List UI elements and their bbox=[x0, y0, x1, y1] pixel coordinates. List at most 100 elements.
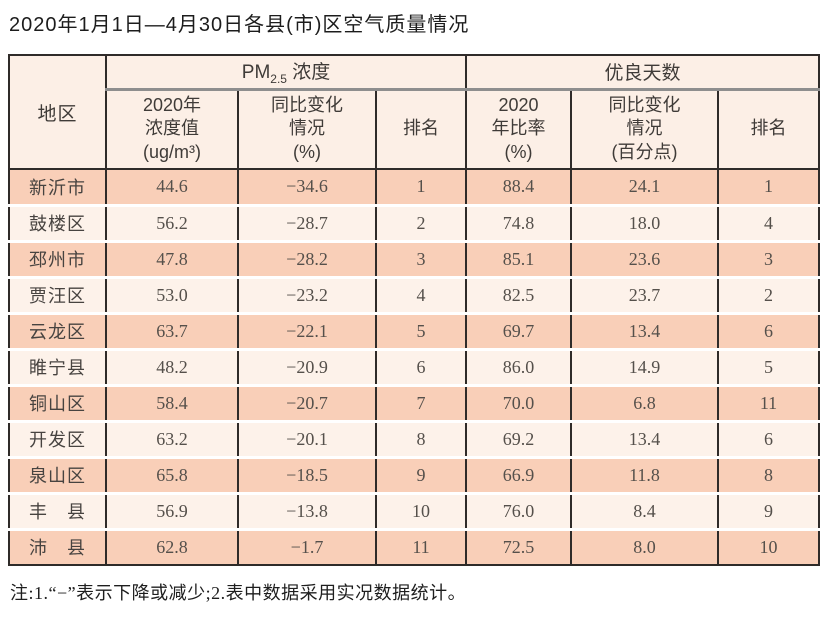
table-row: 铜山区 58.4 −20.7 7 70.0 6.8 11 bbox=[8, 383, 821, 421]
table-row: 贾汪区 53.0 −23.2 4 82.5 23.7 2 bbox=[8, 275, 821, 313]
cell-good-ratio: 74.8 bbox=[465, 203, 572, 241]
cell-pm-change: −28.7 bbox=[237, 203, 377, 241]
cell-pm-rank: 6 bbox=[375, 347, 467, 385]
table-body: 新沂市 44.6 −34.6 1 88.4 24.1 1 鼓楼区 56.2 −28.7 2 74.8 1… bbox=[8, 169, 821, 565]
cell-good-change: 8.0 bbox=[570, 527, 719, 565]
cell-pm-value: 44.6 bbox=[105, 169, 239, 205]
cell-good-change: 8.4 bbox=[570, 491, 719, 529]
cell-pm-change: −23.2 bbox=[237, 275, 377, 313]
table-row: 鼓楼区 56.2 −28.7 2 74.8 18.0 4 bbox=[8, 203, 821, 241]
column-group-pm25: PM2.5 浓度 bbox=[105, 55, 467, 89]
cell-pm-rank: 5 bbox=[375, 311, 467, 349]
cell-pm-value: 56.2 bbox=[105, 203, 239, 241]
cell-pm-rank: 4 bbox=[375, 275, 467, 313]
cell-good-ratio: 66.9 bbox=[465, 455, 572, 493]
cell-pm-rank: 1 bbox=[375, 169, 467, 205]
region-name: 鼓楼区 bbox=[8, 203, 107, 241]
cell-good-ratio: 72.5 bbox=[465, 527, 572, 565]
page-title: 2020年1月1日—4月30日各县(市)区空气质量情况 bbox=[9, 14, 470, 36]
cell-good-ratio: 69.2 bbox=[465, 419, 572, 457]
cell-pm-change: −1.7 bbox=[237, 527, 377, 565]
cell-pm-value: 53.0 bbox=[105, 275, 239, 313]
cell-pm-change: −20.1 bbox=[237, 419, 377, 457]
cell-good-change: 24.1 bbox=[570, 169, 719, 205]
region-name: 新沂市 bbox=[8, 169, 107, 205]
region-name: 邳州市 bbox=[8, 239, 107, 277]
table-row: 开发区 63.2 −20.1 8 69.2 13.4 6 bbox=[8, 419, 821, 457]
cell-pm-rank: 10 bbox=[375, 491, 467, 529]
column-header-good-rank: 排名 bbox=[716, 87, 821, 170]
cell-good-rank: 5 bbox=[716, 347, 821, 385]
cell-pm-change: −20.7 bbox=[237, 383, 377, 421]
table-row: 邳州市 47.8 −28.2 3 85.1 23.6 3 bbox=[8, 239, 821, 277]
region-name: 丰 县 bbox=[8, 491, 107, 529]
footnote: 注:1.“−”表示下降或减少;2.表中数据采用实况数据统计。 bbox=[10, 583, 467, 603]
cell-pm-rank: 11 bbox=[375, 527, 467, 565]
cell-good-change: 11.8 bbox=[570, 455, 719, 493]
cell-good-rank: 6 bbox=[716, 419, 821, 457]
cell-pm-value: 62.8 bbox=[105, 527, 239, 565]
cell-pm-change: −22.1 bbox=[237, 311, 377, 349]
cell-good-ratio: 69.7 bbox=[465, 311, 572, 349]
cell-good-change: 14.9 bbox=[570, 347, 719, 385]
column-group-good-days: 优良天数 bbox=[464, 55, 821, 89]
cell-pm-value: 63.7 bbox=[105, 311, 239, 349]
cell-good-ratio: 85.1 bbox=[465, 239, 572, 277]
air-quality-table: 地区 PM2.5 浓度 优良天数 2020年 浓度值 (ug/m³) 同比变化 情况 (%… bbox=[8, 54, 821, 566]
cell-pm-change: −20.9 bbox=[237, 347, 377, 385]
column-header-pm-rank: 排名 bbox=[375, 87, 467, 170]
column-header-good-change: 同比变化 情况 (百分点) bbox=[570, 87, 719, 170]
cell-good-rank: 2 bbox=[716, 275, 821, 313]
pm25-label-subscript: 2.5 bbox=[270, 72, 287, 87]
cell-good-rank: 3 bbox=[716, 239, 821, 277]
cell-good-rank: 6 bbox=[716, 311, 821, 349]
pm25-label-prefix: PM bbox=[241, 62, 271, 84]
cell-pm-value: 48.2 bbox=[105, 347, 239, 385]
cell-good-ratio: 82.5 bbox=[465, 275, 572, 313]
cell-good-rank: 8 bbox=[716, 455, 821, 493]
region-name: 铜山区 bbox=[8, 383, 107, 421]
table-row: 睢宁县 48.2 −20.9 6 86.0 14.9 5 bbox=[8, 347, 821, 385]
region-name: 泉山区 bbox=[8, 455, 107, 493]
cell-pm-change: −18.5 bbox=[237, 455, 377, 493]
table-row: 泉山区 65.8 −18.5 9 66.9 11.8 8 bbox=[8, 455, 821, 493]
table-header: 地区 PM2.5 浓度 优良天数 2020年 浓度值 (ug/m³) 同比变化 情况 (%… bbox=[8, 55, 821, 170]
cell-good-change: 23.7 bbox=[570, 275, 719, 313]
cell-good-ratio: 86.0 bbox=[465, 347, 572, 385]
region-name: 开发区 bbox=[8, 419, 107, 457]
cell-good-rank: 10 bbox=[716, 527, 821, 565]
table-row: 沛 县 62.8 −1.7 11 72.5 8.0 10 bbox=[8, 527, 821, 565]
group-header-row: 地区 PM2.5 浓度 优良天数 bbox=[8, 55, 821, 170]
cell-good-change: 13.4 bbox=[570, 419, 719, 457]
cell-pm-rank: 2 bbox=[375, 203, 467, 241]
column-header-pm-value: 2020年 浓度值 (ug/m³) bbox=[105, 87, 239, 170]
cell-good-rank: 11 bbox=[716, 383, 821, 421]
cell-pm-rank: 3 bbox=[375, 239, 467, 277]
cell-pm-change: −28.2 bbox=[237, 239, 377, 277]
table-row: 云龙区 63.7 −22.1 5 69.7 13.4 6 bbox=[8, 311, 821, 349]
cell-good-rank: 1 bbox=[716, 169, 821, 205]
cell-pm-change: −34.6 bbox=[237, 169, 377, 205]
cell-good-ratio: 76.0 bbox=[465, 491, 572, 529]
cell-good-change: 13.4 bbox=[570, 311, 719, 349]
cell-pm-rank: 7 bbox=[375, 383, 467, 421]
cell-good-ratio: 70.0 bbox=[465, 383, 572, 421]
cell-good-rank: 9 bbox=[716, 491, 821, 529]
cell-good-change: 18.0 bbox=[570, 203, 719, 241]
subheader-row: 2020年 浓度值 (ug/m³) 同比变化 情况 (%) 排名 2020 年比率 (%) 同比变化… bbox=[9, 87, 821, 170]
cell-pm-rank: 9 bbox=[375, 455, 467, 493]
pm25-label-suffix: 浓度 bbox=[286, 62, 331, 84]
cell-pm-value: 47.8 bbox=[105, 239, 239, 277]
column-header-pm-change: 同比变化 情况 (%) bbox=[237, 87, 377, 170]
cell-good-change: 23.6 bbox=[570, 239, 719, 277]
column-header-good-ratio: 2020 年比率 (%) bbox=[465, 87, 572, 170]
cell-pm-value: 65.8 bbox=[105, 455, 239, 493]
cell-pm-rank: 8 bbox=[375, 419, 467, 457]
column-header-region: 地区 bbox=[8, 55, 107, 170]
cell-pm-value: 58.4 bbox=[105, 383, 239, 421]
cell-pm-value: 63.2 bbox=[105, 419, 239, 457]
region-name: 云龙区 bbox=[8, 311, 107, 349]
cell-good-change: 6.8 bbox=[570, 383, 719, 421]
table-row: 丰 县 56.9 −13.8 10 76.0 8.4 9 bbox=[8, 491, 821, 529]
